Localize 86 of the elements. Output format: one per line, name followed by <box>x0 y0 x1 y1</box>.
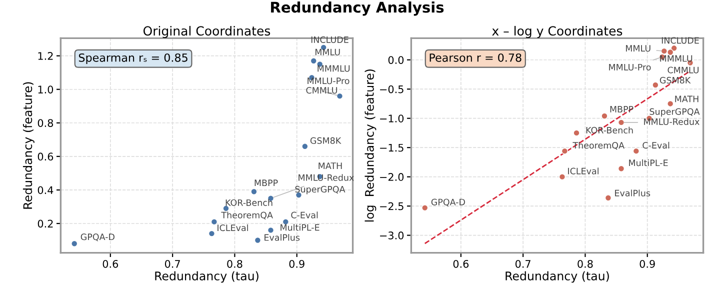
annotation: EvalPlus <box>615 190 650 196</box>
point <box>71 240 78 247</box>
x-tick-label: 0.8 <box>578 260 593 268</box>
x-axis-title: Redundancy (tau) <box>506 271 609 283</box>
x-tick-label: 0.6 <box>453 260 469 268</box>
annotation: CMMLU <box>306 86 338 94</box>
point <box>302 143 308 150</box>
point <box>604 194 612 202</box>
chart-title: x – log y Coordinates <box>492 26 622 38</box>
y-tick-label: −0.5 <box>380 85 404 94</box>
point <box>667 100 674 108</box>
x-tick-label: 0.8 <box>227 260 242 268</box>
point <box>652 82 659 88</box>
point <box>660 48 668 54</box>
annotation: ICLEval <box>568 168 598 174</box>
annotation: GPQA-D <box>431 198 465 206</box>
y-tick-label: 0.8 <box>38 119 54 127</box>
annotation: INCLUDE <box>311 36 348 43</box>
annotation: MMLU <box>626 45 650 52</box>
point <box>558 174 566 180</box>
point <box>267 226 274 234</box>
annotation: MMMLU <box>660 55 692 62</box>
annotation: SuperGPQA <box>295 186 346 194</box>
annotation: MATH <box>318 162 342 169</box>
point <box>422 204 428 212</box>
point <box>250 188 258 195</box>
x-tick-label: 0.7 <box>515 260 530 268</box>
annotation: MMLU-Pro <box>609 64 651 70</box>
annotation: SuperGPQA <box>650 108 700 117</box>
annotation: Pearson r = 0.78 <box>430 53 522 62</box>
annotation: KOR-Bench <box>586 126 633 134</box>
annotation: MATH <box>675 96 698 102</box>
point <box>618 165 625 172</box>
annotation: MMLU-Pro <box>308 78 350 84</box>
y-tick-label: −2.5 <box>380 202 404 210</box>
y-axis-title: log Redundancy (feature) <box>364 69 376 222</box>
point <box>561 148 568 154</box>
y-tick-label: 0.0 <box>388 56 404 64</box>
point <box>618 119 625 126</box>
x-tick-label: 0.7 <box>164 260 180 268</box>
x-tick-label: 0.9 <box>640 260 655 268</box>
point <box>336 92 344 100</box>
y-tick-label: −2.0 <box>380 173 404 181</box>
point <box>208 230 216 237</box>
annotation: CMMLU <box>668 66 699 74</box>
y-tick-label: −3.0 <box>380 232 404 240</box>
x-tick-label: 0.9 <box>289 260 304 268</box>
annotation: MultiPL-E <box>629 159 668 166</box>
annotation: MBPP <box>610 106 634 112</box>
annotation: KOR-Bench <box>226 199 272 206</box>
x-tick-label: 0.6 <box>102 260 118 268</box>
point <box>632 148 640 154</box>
annotation: C-Eval <box>291 212 318 218</box>
point <box>210 218 218 226</box>
point <box>573 130 580 136</box>
y-tick-label: −1.5 <box>380 144 404 152</box>
x-axis-title: Redundancy (tau) <box>155 271 258 283</box>
annotation: EvalPlus <box>264 234 300 241</box>
annotation: MMLU <box>315 48 340 56</box>
annotation: GSM8K <box>310 137 342 144</box>
annotation: MultiPL-E <box>280 224 320 231</box>
y-tick-label: 1.2 <box>38 52 53 60</box>
annotation: MMMLU <box>318 65 350 72</box>
annotation: MMLU-Redux <box>298 174 354 181</box>
annotation: MMLU-Redux <box>644 118 700 125</box>
y-tick-label: −1.0 <box>380 114 404 122</box>
y-axis-title: Redundancy (feature) <box>22 82 34 209</box>
annotation: TheoremQA <box>221 212 273 220</box>
point <box>310 58 317 64</box>
y-tick-label: 0.2 <box>38 220 53 228</box>
annotation: GPQA-D <box>80 234 114 242</box>
point <box>254 236 261 244</box>
annotation: C-Eval <box>642 142 670 149</box>
annotation: INCLUDE <box>662 37 699 44</box>
annotation: GSM8K <box>660 76 691 84</box>
point <box>601 112 608 120</box>
y-tick-label: 1.0 <box>38 86 54 94</box>
annotation: MBPP <box>254 180 278 186</box>
annotation: TheoremQA <box>572 142 624 150</box>
annotation: ICLEval <box>218 224 248 232</box>
chart-subtitle: Original Coordinates <box>143 26 270 38</box>
chart-title: Redundancy Analysis <box>271 1 444 16</box>
y-tick-label: 0.6 <box>38 152 54 161</box>
annotation: Spearman rₛ = 0.85 <box>78 53 188 64</box>
y-tick-label: 0.4 <box>38 186 54 194</box>
point <box>670 44 678 52</box>
